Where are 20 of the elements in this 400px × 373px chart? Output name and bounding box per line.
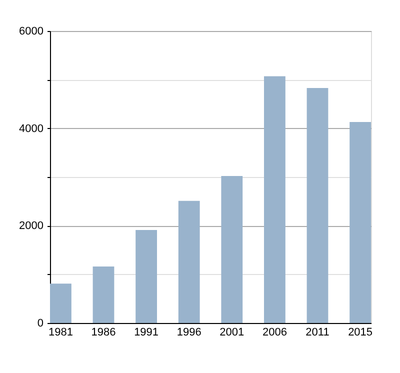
y-tick-label: 4000 (19, 122, 44, 135)
x-tick-label: 1981 (48, 326, 73, 338)
bar (306, 88, 328, 323)
y-tick-label: 0 (37, 318, 44, 330)
bar (264, 76, 286, 323)
x-tick-label: 2011 (306, 326, 330, 338)
bar (350, 122, 371, 323)
x-tick-label: 1986 (91, 326, 116, 338)
x-tick-label: 1991 (134, 326, 159, 338)
x-tick-label: 1996 (176, 326, 202, 338)
x-tick-label: 2015 (348, 326, 373, 338)
y-tick-label: 2000 (19, 220, 44, 232)
x-tick-label: 2006 (262, 326, 287, 338)
y-tick-label: 6000 (19, 26, 44, 38)
bar (136, 230, 157, 323)
bar (92, 266, 114, 323)
bar (221, 176, 243, 323)
bar (178, 200, 200, 323)
bar (50, 284, 72, 323)
x-tick-label: 2001 (220, 326, 244, 338)
